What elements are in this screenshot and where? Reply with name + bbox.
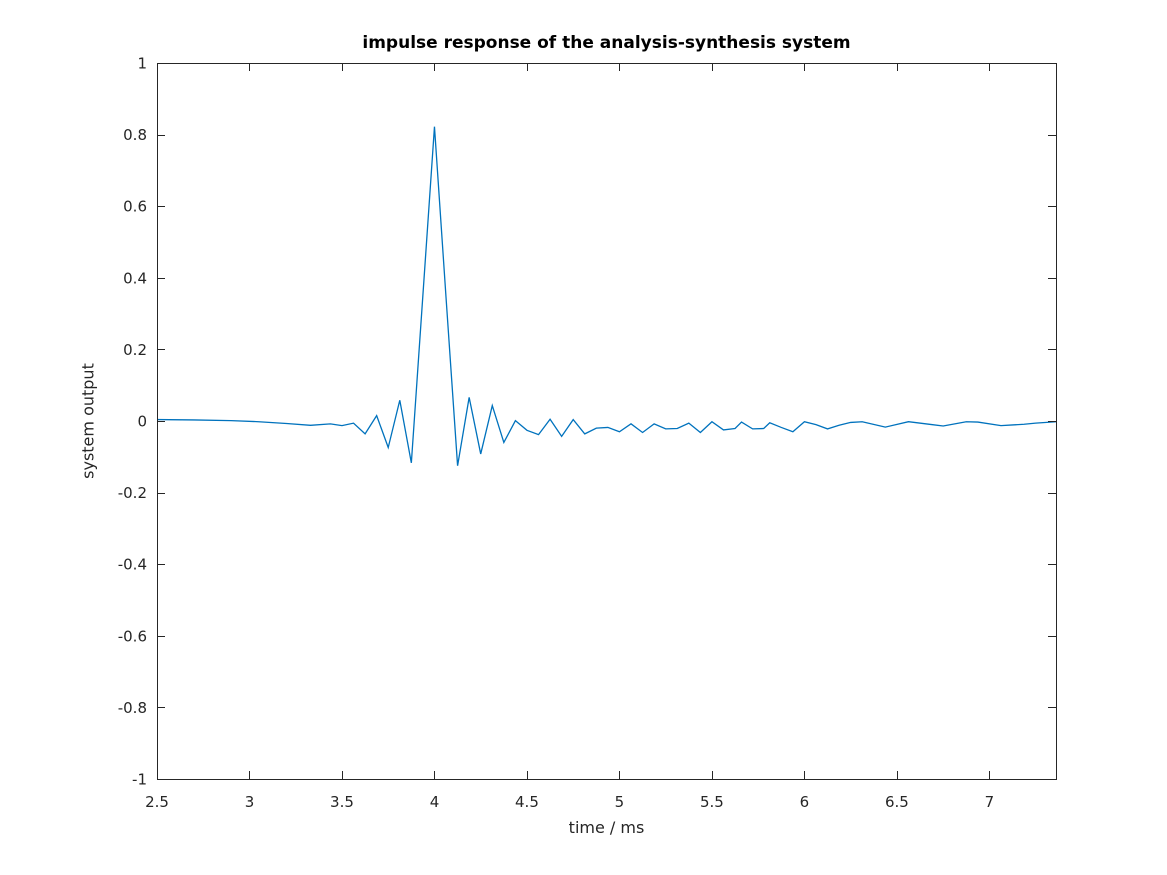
y-tick-label: -0.6: [118, 627, 147, 645]
x-tick-label: 3: [245, 793, 255, 811]
y-tick-label: -0.4: [118, 556, 147, 574]
y-tick-label: 1: [137, 55, 147, 73]
impulse-response-line: [156, 126, 1057, 466]
y-tick-label: 0.2: [123, 341, 147, 359]
x-tick-label: 5: [615, 793, 625, 811]
x-tick-label: 4.5: [515, 793, 539, 811]
y-tick-label: 0: [137, 413, 147, 431]
x-axis-label: time / ms: [568, 818, 645, 837]
y-tick-label: 0.8: [123, 126, 147, 144]
x-tick-label: 5.5: [700, 793, 724, 811]
y-tick-labels: -1 -0.8 -0.6 -0.4 -0.2 0 0.2 0.4 0.6 0.8 1: [118, 55, 147, 789]
x-tick-label: 7: [985, 793, 995, 811]
x-tick-labels: 2.5 3 3.5 4 4.5 5 5.5 6 6.5 7: [145, 793, 994, 811]
y-axis-label: system output: [78, 363, 98, 479]
chart-title: impulse response of the analysis-synthes…: [362, 33, 851, 53]
x-tick-label: 2.5: [145, 793, 169, 811]
data-line-group: [156, 126, 1057, 466]
x-tick-label: 4: [430, 793, 440, 811]
y-tick-label: 0.4: [123, 269, 147, 287]
x-tick-label: 6.5: [885, 793, 909, 811]
y-tick-label: -0.2: [118, 484, 147, 502]
x-tick-label: 6: [800, 793, 810, 811]
tick-marks: [157, 63, 1056, 780]
y-tick-label: 0.6: [123, 198, 147, 216]
axes-box: [157, 63, 1057, 780]
y-tick-label: -1: [132, 771, 147, 789]
x-tick-label: 3.5: [330, 793, 354, 811]
y-tick-label: -0.8: [118, 699, 147, 717]
